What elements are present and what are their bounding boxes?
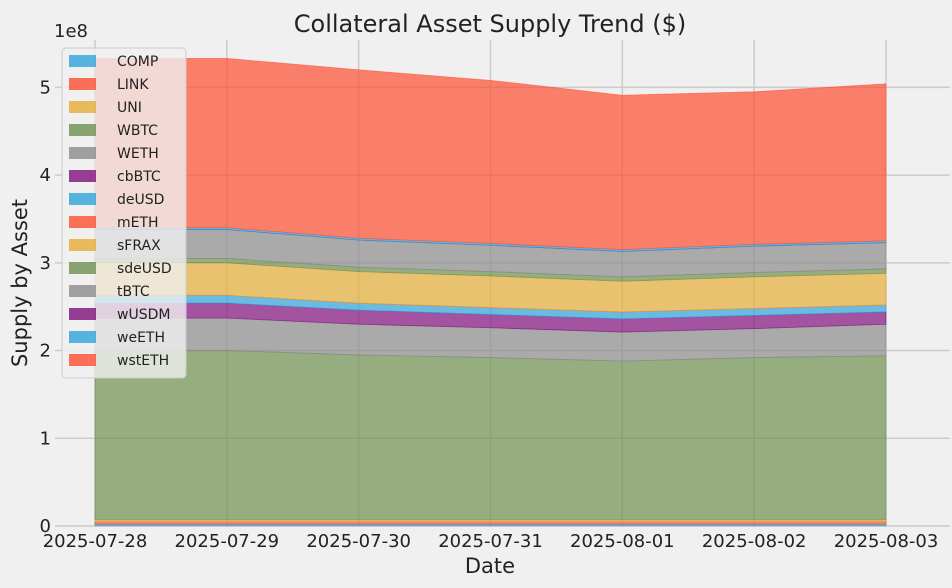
- x-tick-label: 2025-07-30: [306, 531, 411, 552]
- legend-label-comp: COMP: [117, 54, 158, 70]
- x-tick-label: 2025-08-01: [570, 531, 675, 552]
- chart-title: Collateral Asset Supply Trend ($): [294, 10, 686, 38]
- legend-label-tbtc: tBTC: [117, 284, 150, 300]
- legend-label-link: LINK: [117, 77, 149, 93]
- legend-label-sfrax: sFRAX: [117, 238, 161, 254]
- y-tick-label: 0: [40, 516, 51, 537]
- x-tick-label: 2025-07-29: [175, 531, 280, 552]
- legend-swatch-wsteth: [69, 354, 96, 366]
- x-tick-label: 2025-08-02: [702, 531, 807, 552]
- area-wbtc: [94, 350, 887, 521]
- legend-swatch-weeth: [69, 331, 96, 343]
- y-tick-label: 3: [40, 253, 51, 274]
- legend-swatch-deusd: [69, 193, 96, 205]
- x-axis-label: Date: [465, 554, 515, 578]
- legend-label-meth: mETH: [117, 215, 159, 231]
- legend-label-uni: UNI: [117, 100, 142, 116]
- legend-swatch-uni: [69, 101, 96, 113]
- legend-swatch-sdeusd: [69, 262, 96, 274]
- legend-label-wusdm: wUSDM: [117, 307, 170, 323]
- x-tick-label: 2025-07-31: [438, 531, 543, 552]
- legend-label-wsteth: wstETH: [117, 353, 169, 369]
- x-tick-label: 2025-07-28: [43, 531, 148, 552]
- stacked-areas: [94, 58, 887, 527]
- y-axis-ticks: 0 1 2 3 4 5: [40, 77, 51, 537]
- legend-box: [61, 47, 187, 379]
- legend: COMP LINK UNI WBTC WETH cbBTC deUSD mETH sFRAX sd…: [61, 47, 187, 379]
- legend-label-cbbtc: cbBTC: [117, 169, 161, 185]
- legend-label-sdeusd: sdeUSD: [117, 261, 172, 277]
- legend-swatch-sfrax: [69, 239, 96, 251]
- legend-label-weth: WETH: [117, 146, 159, 162]
- legend-swatch-wbtc: [69, 124, 96, 136]
- x-tick-label: 2025-08-03: [834, 531, 939, 552]
- y-tick-label: 1: [40, 428, 51, 449]
- y-tick-label: 4: [40, 165, 51, 186]
- legend-swatch-weth: [69, 147, 96, 159]
- legend-swatch-link: [69, 78, 96, 90]
- y-axis-label: Supply by Asset: [8, 199, 32, 367]
- legend-label-wbtc: WBTC: [117, 123, 158, 139]
- legend-label-deusd: deUSD: [117, 192, 164, 208]
- legend-label-weeth: weETH: [117, 330, 165, 346]
- legend-swatch-wusdm: [69, 308, 96, 320]
- y-tick-label: 5: [40, 77, 51, 98]
- x-axis-ticks: 2025-07-28 2025-07-29 2025-07-30 2025-07-31…: [43, 531, 939, 552]
- legend-swatch-comp: [69, 55, 96, 67]
- legend-swatch-tbtc: [69, 285, 96, 297]
- legend-swatch-meth: [69, 216, 96, 228]
- legend-swatch-cbbtc: [69, 170, 96, 182]
- area-wsteth: [94, 58, 887, 251]
- y-axis-scale-label: 1e8: [54, 21, 88, 42]
- y-tick-label: 2: [40, 341, 51, 362]
